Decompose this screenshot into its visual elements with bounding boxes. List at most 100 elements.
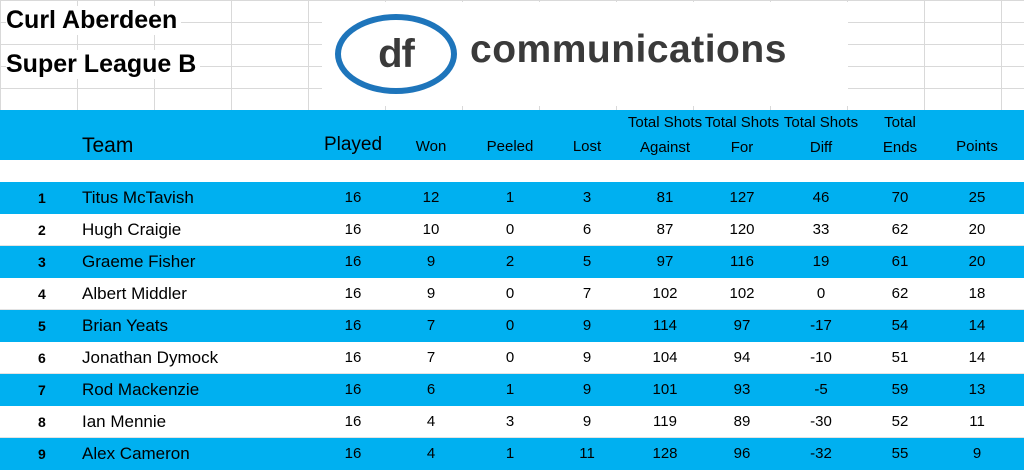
table-row: 9 Alex Cameron 16 4 1 11 128 96 -32 55 9: [0, 438, 1024, 470]
row-points: 25: [968, 189, 986, 206]
table-row: 3 Graeme Fisher 16 9 2 5 97 116 19 61 20: [0, 246, 1024, 278]
row-against: 101: [652, 381, 678, 398]
row-peeled: 0: [505, 221, 515, 238]
row-position: 6: [38, 350, 46, 366]
row-lost: 7: [582, 285, 592, 302]
row-won: 9: [426, 253, 436, 270]
row-played: 16: [344, 445, 362, 462]
row-ends: 54: [891, 317, 909, 334]
logo-wordmark: communications: [470, 28, 787, 71]
row-team-name: Titus McTavish: [82, 188, 194, 207]
row-ends: 61: [891, 253, 909, 270]
row-played: 16: [344, 349, 362, 366]
row-diff: 46: [812, 189, 830, 206]
row-position: 2: [38, 222, 46, 238]
row-lost: 9: [582, 413, 592, 430]
row-peeled: 0: [505, 317, 515, 334]
logo-ring-icon: [335, 14, 457, 94]
row-played: 16: [344, 189, 362, 206]
row-lost: 11: [579, 445, 595, 462]
row-points: 20: [968, 221, 986, 238]
row-points: 9: [972, 445, 982, 462]
row-ends: 70: [891, 189, 909, 206]
row-peeled: 3: [505, 413, 515, 430]
row-points: 13: [968, 381, 986, 398]
row-for: 94: [733, 349, 751, 366]
table-row: 6 Jonathan Dymock 16 7 0 9 104 94 -10 51 14: [0, 342, 1024, 374]
league-title-line1: Curl Aberdeen: [6, 6, 182, 35]
row-against: 128: [652, 445, 678, 462]
row-diff: -10: [810, 349, 832, 366]
row-for: 93: [733, 381, 751, 398]
row-team-name: Alex Cameron: [82, 444, 190, 463]
header-ends-top: Total: [884, 114, 916, 131]
table-row: 8 Ian Mennie 16 4 3 9 119 89 -30 52 11: [0, 406, 1024, 438]
row-peeled: 0: [505, 285, 515, 302]
row-won: 10: [422, 221, 440, 238]
league-table: Team Played Won Peeled Lost Total Shots …: [0, 110, 1024, 470]
row-points: 11: [969, 413, 985, 430]
row-position: 8: [38, 414, 46, 430]
row-played: 16: [344, 413, 362, 430]
sponsor-logo: df communications: [322, 2, 848, 106]
row-lost: 9: [582, 381, 592, 398]
row-peeled: 1: [505, 381, 515, 398]
row-position: 7: [38, 382, 46, 398]
row-against: 97: [656, 253, 674, 270]
row-diff: -32: [810, 445, 832, 462]
row-for: 120: [729, 221, 755, 238]
row-ends: 55: [891, 445, 909, 462]
table-row: 7 Rod Mackenzie 16 6 1 9 101 93 -5 59 13: [0, 374, 1024, 406]
row-diff: -5: [814, 381, 828, 398]
row-won: 12: [422, 189, 440, 206]
row-team-name: Jonathan Dymock: [82, 348, 219, 367]
row-points: 20: [968, 253, 986, 270]
header-shots-against-bottom: Against: [639, 139, 691, 156]
row-points: 18: [968, 285, 986, 302]
row-against: 81: [656, 189, 674, 206]
row-peeled: 2: [505, 253, 515, 270]
row-against: 104: [652, 349, 678, 366]
row-won: 7: [426, 317, 436, 334]
row-played: 16: [344, 317, 362, 334]
row-position: 1: [38, 190, 46, 206]
row-against: 119: [653, 413, 677, 430]
row-diff: 33: [812, 221, 830, 238]
row-lost: 3: [582, 189, 592, 206]
header-shots-for-top: Total Shots: [704, 114, 780, 131]
row-played: 16: [344, 285, 362, 302]
league-title-line2: Super League B: [6, 50, 201, 79]
row-for: 102: [729, 285, 755, 302]
row-for: 97: [733, 317, 751, 334]
table-row: 4 Albert Middler 16 9 0 7 102 102 0 62 18: [0, 278, 1024, 310]
row-lost: 5: [582, 253, 592, 270]
row-points: 14: [968, 317, 986, 334]
row-diff: -30: [810, 413, 832, 430]
row-won: 4: [426, 413, 436, 430]
row-for: 96: [733, 445, 751, 462]
header-shots-diff-top: Total Shots: [783, 114, 859, 131]
header-lost: Lost: [572, 138, 602, 155]
row-position: 9: [38, 446, 46, 462]
header-points: Points: [956, 138, 998, 155]
row-peeled: 1: [505, 445, 515, 462]
row-ends: 51: [891, 349, 909, 366]
row-against: 102: [652, 285, 678, 302]
header-spacer: [0, 160, 1024, 182]
row-ends: 59: [891, 381, 909, 398]
header-played: Played: [323, 134, 383, 155]
row-team-name: Albert Middler: [82, 284, 187, 303]
row-for: 127: [729, 189, 755, 206]
table-row: 2 Hugh Craigie 16 10 0 6 87 120 33 62 20: [0, 214, 1024, 246]
row-won: 6: [426, 381, 436, 398]
row-peeled: 0: [505, 349, 515, 366]
row-team-name: Graeme Fisher: [82, 252, 196, 271]
row-against: 114: [653, 317, 677, 334]
row-won: 9: [426, 285, 436, 302]
row-lost: 6: [582, 221, 592, 238]
row-for: 89: [733, 413, 751, 430]
row-position: 5: [38, 318, 46, 334]
header-shots-for-bottom: For: [730, 139, 754, 156]
row-diff: -17: [810, 317, 832, 334]
row-diff: 19: [812, 253, 830, 270]
